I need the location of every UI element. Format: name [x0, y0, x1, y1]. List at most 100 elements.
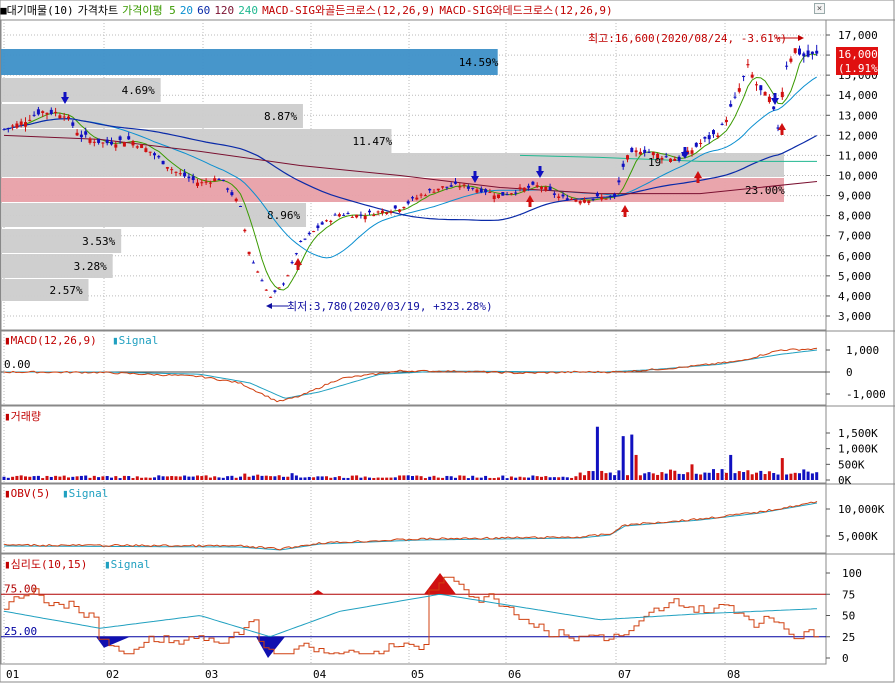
volume-bar	[647, 472, 651, 480]
candle-body	[269, 296, 273, 298]
volume-bar	[604, 473, 608, 480]
candle-body	[574, 199, 578, 202]
candle-body	[264, 289, 268, 291]
volume-bar	[570, 477, 574, 480]
candle-body	[699, 142, 703, 144]
volume-bar	[583, 475, 586, 480]
macd-axis-label: 0	[846, 366, 853, 379]
volume-axis-label: 1,000K	[838, 443, 878, 456]
volume-bar	[707, 472, 711, 480]
candle-body	[423, 195, 427, 197]
overhang-bar	[1, 229, 122, 253]
candle-body	[24, 122, 27, 127]
volume-bar	[286, 476, 290, 480]
volume-bar	[802, 469, 806, 480]
volume-bar	[505, 478, 509, 480]
candle-body	[251, 262, 255, 264]
legend-macd-dead-cross[interactable]: MACD-SIG와데드크로스(12,26,9)	[439, 4, 613, 17]
candle-body	[656, 153, 660, 159]
x-axis-label-08: 08	[727, 668, 740, 681]
candle-body	[372, 214, 376, 217]
candle-body	[208, 182, 212, 184]
candle-body	[187, 176, 191, 179]
obv-title: ▮OBV(5)	[4, 487, 50, 500]
candle-body	[101, 142, 105, 144]
candle-body	[458, 186, 462, 188]
volume-bar	[45, 475, 49, 480]
overhang-bar	[1, 78, 161, 102]
volume-bar	[191, 476, 195, 480]
macd-axis-label: -1,000	[846, 388, 886, 401]
candle-body	[359, 214, 363, 216]
volume-bar	[320, 476, 324, 480]
candle-body	[690, 150, 694, 154]
candle-body	[153, 153, 156, 156]
candle-body	[316, 225, 320, 229]
legend-ma120[interactable]: 120	[214, 3, 235, 17]
price-axis-label: 11,000	[838, 149, 878, 162]
candle-body	[767, 96, 771, 103]
candle-body	[161, 160, 165, 165]
candle-body	[793, 48, 797, 53]
price-axis-label: 14,000	[838, 89, 878, 102]
legend-ma20[interactable]: 20	[179, 3, 194, 17]
candle-body	[97, 138, 101, 143]
candle-body	[798, 48, 801, 55]
volume-bar	[28, 476, 32, 480]
x-axis-label-03: 03	[205, 668, 218, 681]
overbought-area	[424, 573, 456, 595]
candle-body	[36, 109, 40, 115]
candle-body	[247, 251, 251, 255]
candle-body	[307, 232, 311, 235]
macd-signal-title: ▮Signal	[112, 334, 158, 347]
candle-body	[127, 136, 131, 140]
candle-body	[140, 144, 144, 149]
candle-body	[789, 58, 793, 62]
dead-cross-arrow-icon-stem	[63, 92, 67, 97]
volume-bar	[196, 475, 199, 480]
volume-bar	[690, 464, 694, 480]
candle-body	[58, 115, 62, 119]
volume-bar	[484, 475, 488, 480]
volume-bar	[677, 473, 681, 480]
volume-bar	[24, 476, 27, 480]
volume-bar	[157, 475, 161, 480]
x-axis-label-04: 04	[313, 668, 327, 681]
candle-body	[449, 185, 453, 187]
obv-signal-line	[4, 502, 818, 551]
volume-bar	[54, 475, 58, 480]
candle-body	[406, 201, 410, 204]
candle-body	[415, 197, 419, 200]
legend-overhang[interactable]: ■대기매물(10)	[0, 4, 74, 17]
volume-bar	[746, 470, 750, 480]
volume-bar	[282, 476, 285, 480]
volume-bar	[208, 477, 212, 480]
overhang-bar-label: 3.53%	[82, 235, 115, 248]
volume-bar	[97, 477, 101, 480]
candle-body	[544, 186, 548, 191]
legend-macd-golden-cross[interactable]: MACD-SIG와골든크로스(12,26,9)	[262, 4, 436, 17]
panel-close-icon[interactable]: ×	[814, 3, 825, 14]
volume-bar	[187, 476, 191, 480]
volume-bar	[587, 470, 591, 480]
volume-bar	[729, 454, 733, 480]
volume-bar	[699, 474, 703, 480]
overhang-bar-label: 23.00%	[745, 184, 785, 197]
overhang-bar	[1, 104, 303, 128]
candle-body	[290, 262, 294, 264]
candle-body	[320, 222, 324, 225]
legend-ma5[interactable]: 가격이평 5	[122, 4, 176, 17]
candle-body	[54, 111, 58, 113]
candle-body	[230, 192, 234, 196]
dead-cross-arrow-icon	[771, 98, 779, 105]
volume-bar	[712, 469, 715, 480]
candle-body	[669, 158, 672, 162]
candle-body	[737, 88, 741, 92]
candle-body	[286, 275, 290, 277]
candle-body	[716, 135, 720, 138]
legend-price-chart[interactable]: 가격차트	[77, 4, 119, 17]
candle-body	[643, 149, 647, 153]
legend-ma60[interactable]: 60	[197, 3, 211, 17]
legend-ma240[interactable]: 240	[238, 3, 259, 17]
obv-panel-frame	[0, 483, 827, 554]
